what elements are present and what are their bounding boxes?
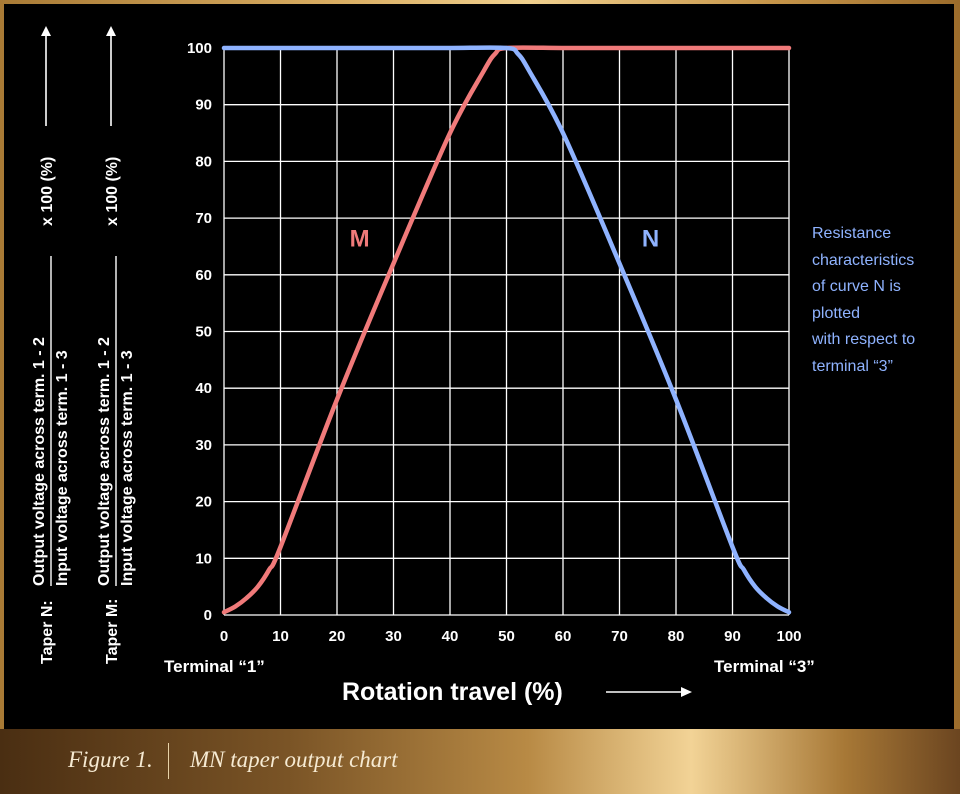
x-tick-label: 40 bbox=[442, 628, 459, 645]
y-label-suffix: x 100 (%) bbox=[104, 157, 121, 226]
caption-divider bbox=[168, 743, 169, 779]
curve-n-annotation: Resistance characteristics of curve N is… bbox=[812, 221, 915, 380]
series-m-curve bbox=[221, 45, 792, 615]
y-tick-label: 80 bbox=[195, 153, 212, 170]
series-n-curve bbox=[221, 45, 792, 615]
series-m-label: M bbox=[350, 225, 370, 252]
annotation-line: terminal “3” bbox=[812, 357, 893, 375]
grid bbox=[223, 47, 790, 616]
series-n-label: N bbox=[642, 225, 659, 252]
y-label-prefix: Taper M: bbox=[104, 599, 121, 664]
y-tick-label: 100 bbox=[187, 40, 212, 57]
chart-panel: 0 10 20 30 40 50 60 70 80 90 100 0 10 20 30 40 50 60 70 80 9… bbox=[4, 4, 954, 729]
y-axis-arrow-head bbox=[41, 26, 51, 36]
figure-title: MN taper output chart bbox=[190, 747, 398, 772]
y-axis-arrow-head bbox=[106, 26, 116, 36]
x-axis-title: Rotation travel (%) bbox=[342, 678, 563, 706]
y-tick-label: 10 bbox=[195, 550, 212, 567]
terminal-1-label: Terminal “1” bbox=[164, 657, 265, 676]
y-label-numerator: Output voltage across term. 1 - 2 bbox=[96, 337, 113, 586]
y-tick-label: 0 bbox=[204, 607, 212, 624]
tick-labels: 0 10 20 30 40 50 60 70 80 90 100 0 10 20 30 40 50 60 70 80 9… bbox=[187, 40, 802, 645]
x-tick-label: 100 bbox=[776, 628, 801, 645]
y-axis-label-taper-m: Taper M: Output voltage across term. 1 - … bbox=[96, 26, 136, 664]
y-tick-label: 70 bbox=[195, 210, 212, 227]
y-label-suffix: x 100 (%) bbox=[39, 157, 56, 226]
y-label-denominator: Input voltage across term. 1 - 3 bbox=[54, 350, 71, 586]
annotation-line: plotted bbox=[812, 304, 861, 322]
y-tick-label: 90 bbox=[195, 97, 212, 114]
figure-caption: Figure 1. MN taper output chart bbox=[0, 729, 960, 794]
annotation-line: of curve N is bbox=[812, 278, 901, 295]
figure-number: Figure 1. bbox=[68, 747, 153, 772]
y-tick-label: 20 bbox=[195, 494, 212, 511]
x-tick-label: 0 bbox=[220, 628, 228, 645]
annotation-line: with respect to bbox=[812, 331, 916, 348]
y-tick-label: 40 bbox=[195, 380, 212, 397]
x-tick-label: 30 bbox=[385, 628, 402, 645]
x-tick-label: 60 bbox=[555, 628, 572, 645]
annotation-line: characteristics bbox=[812, 251, 915, 269]
x-tick-label: 70 bbox=[611, 628, 628, 645]
annotation-line: Resistance bbox=[812, 225, 892, 242]
y-label-prefix: Taper N: bbox=[39, 600, 56, 664]
y-tick-label: 50 bbox=[195, 324, 212, 341]
x-tick-label: 10 bbox=[272, 628, 289, 645]
y-label-numerator: Output voltage across term. 1 - 2 bbox=[31, 337, 48, 586]
x-tick-label: 20 bbox=[329, 628, 346, 645]
terminal-3-label: Terminal “3” bbox=[714, 657, 815, 676]
x-axis-arrow-head bbox=[681, 687, 692, 697]
x-tick-label: 50 bbox=[498, 628, 515, 645]
taper-chart: 0 10 20 30 40 50 60 70 80 90 100 0 10 20 30 40 50 60 70 80 9… bbox=[31, 26, 815, 706]
y-tick-label: 30 bbox=[195, 437, 212, 454]
x-tick-label: 80 bbox=[668, 628, 685, 645]
x-tick-label: 90 bbox=[724, 628, 741, 645]
y-tick-label: 60 bbox=[195, 267, 212, 284]
y-axis-label-taper-n: Taper N: Output voltage across term. 1 - … bbox=[31, 26, 71, 664]
y-label-denominator: Input voltage across term. 1 - 3 bbox=[119, 350, 136, 586]
axis-labels: Terminal “1” Terminal “3” Rotation travel … bbox=[31, 26, 815, 706]
